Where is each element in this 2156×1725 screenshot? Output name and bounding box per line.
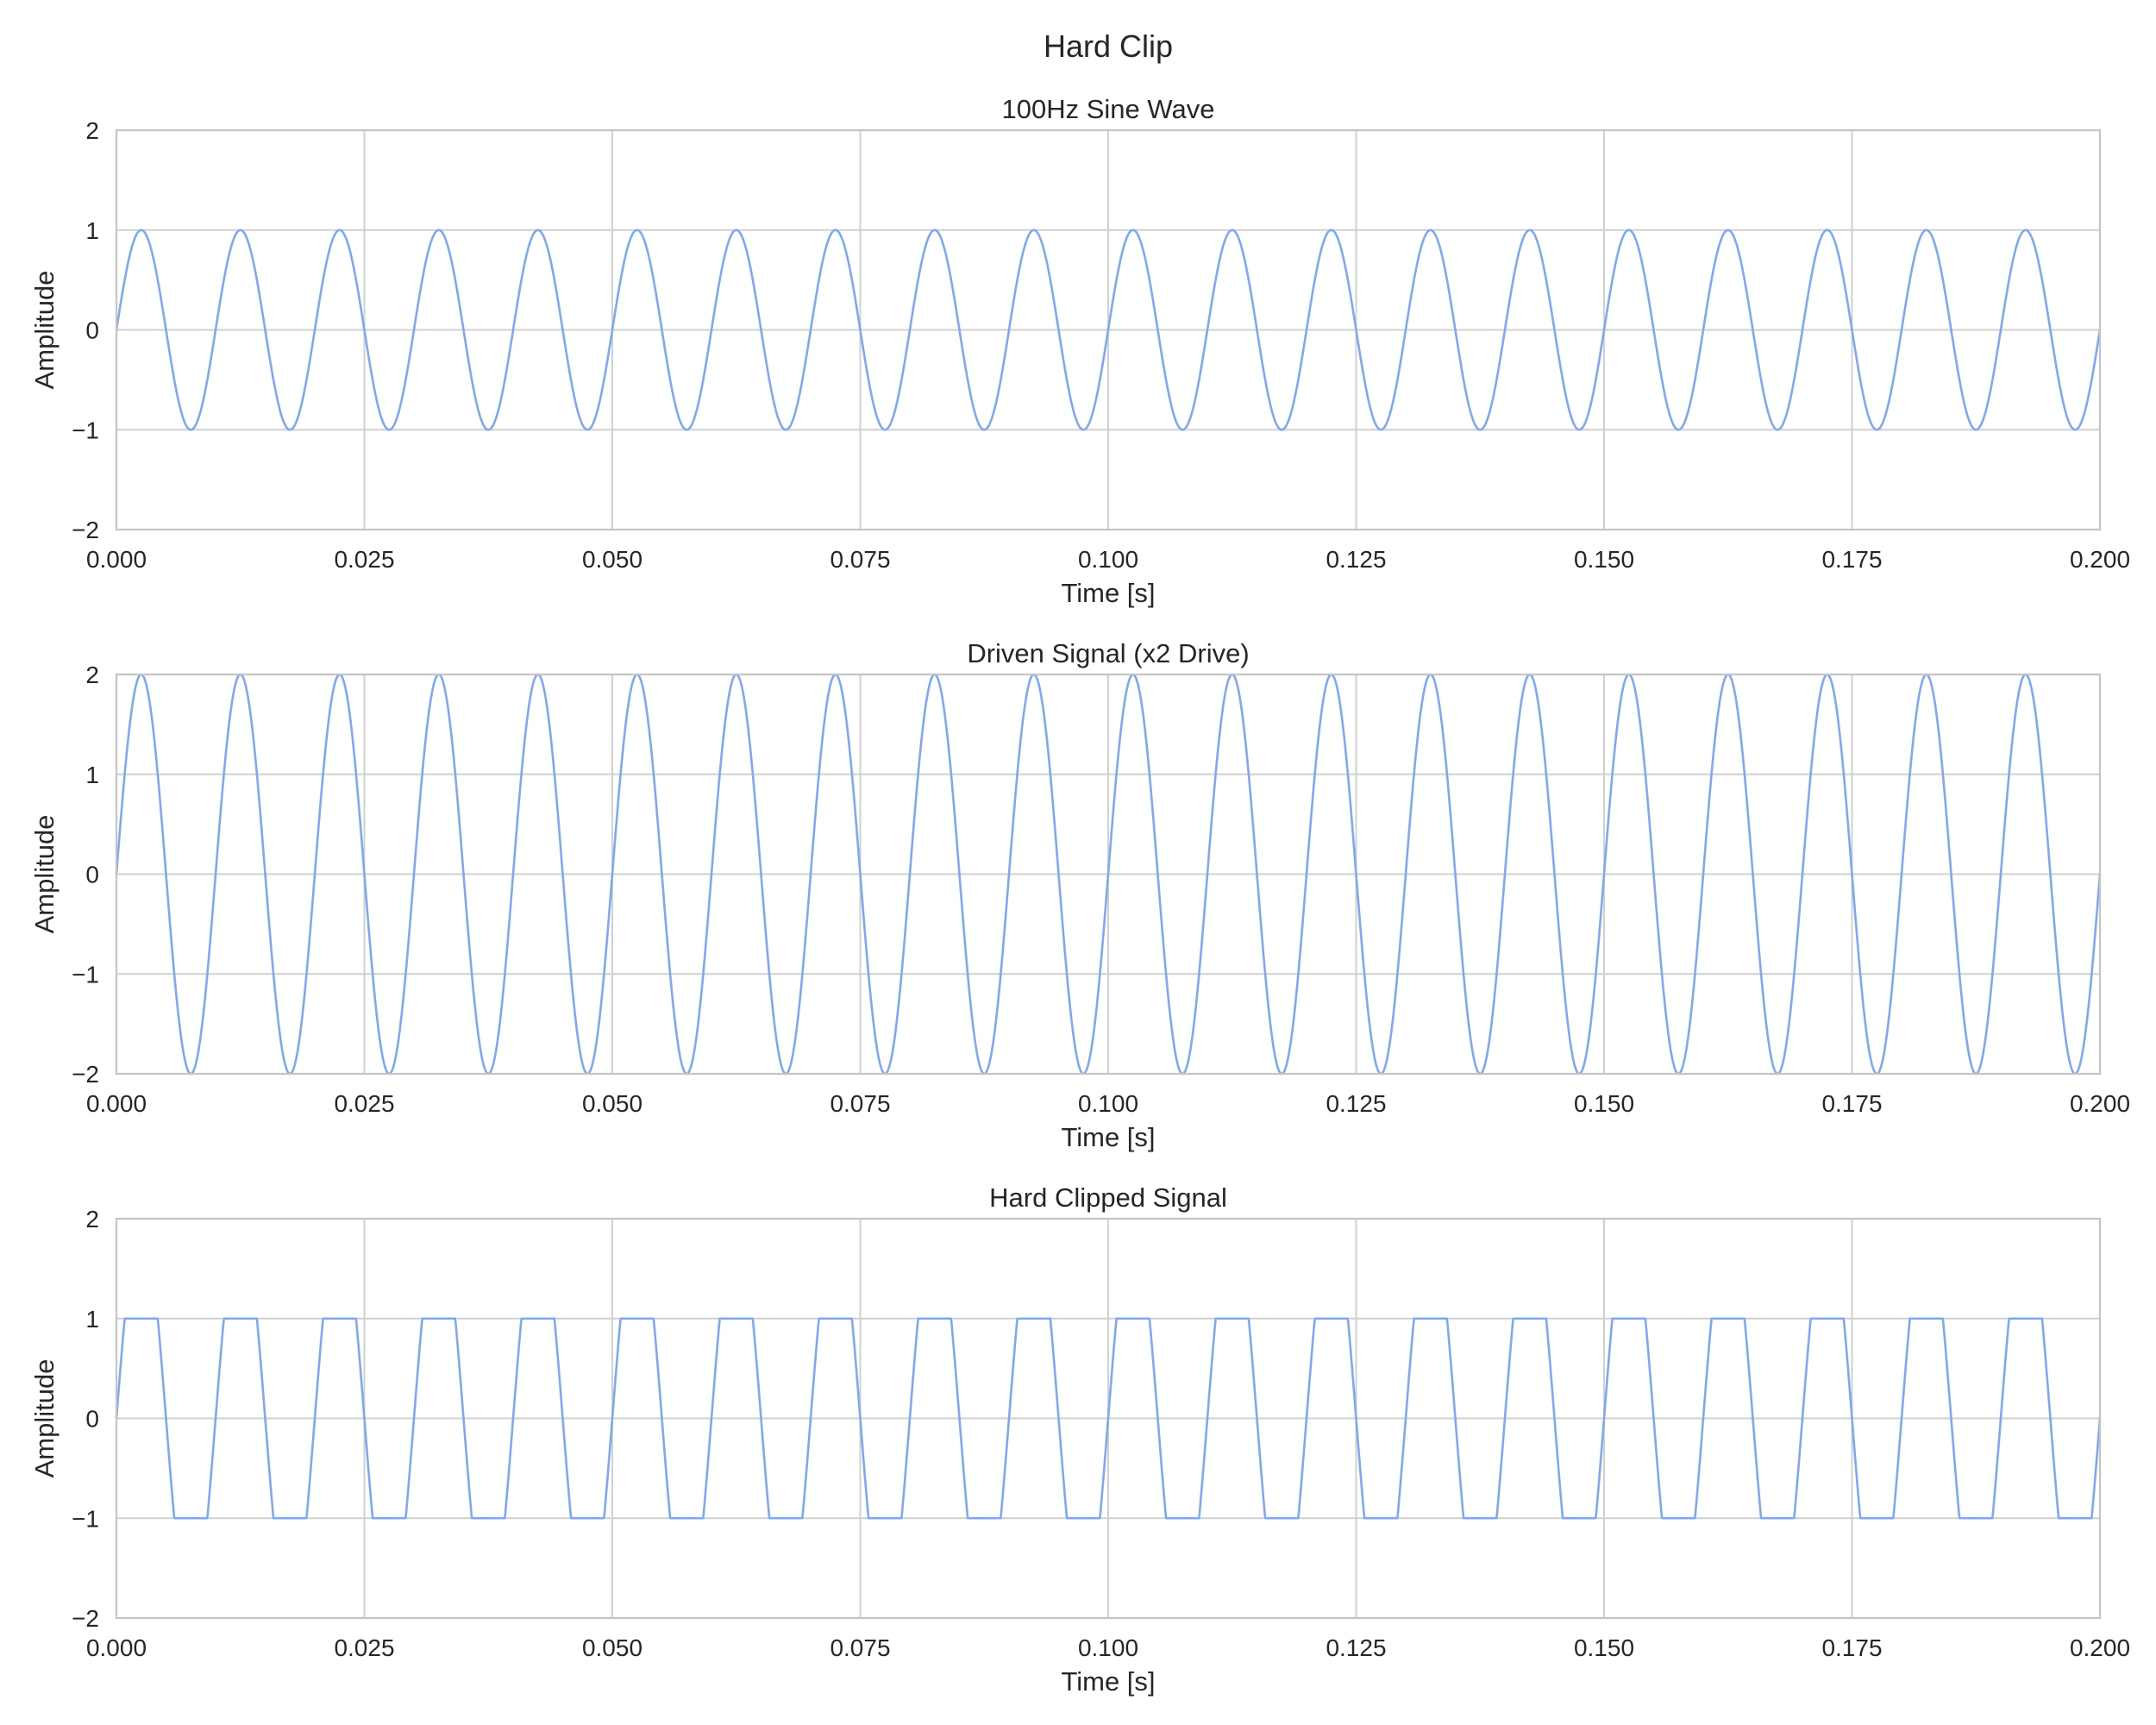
x-tick-label: 0.125 [1326, 1634, 1386, 1661]
x-tick-label: 0.025 [334, 1634, 394, 1661]
y-tick-label: 2 [85, 662, 99, 688]
x-tick-label: 0.200 [2070, 1090, 2130, 1117]
x-tick-label: 0.150 [1574, 1090, 1634, 1117]
x-tick-label: 0.000 [86, 546, 147, 573]
y-tick-label: 2 [85, 117, 99, 144]
y-tick-label: −1 [72, 417, 99, 443]
subplot-title: Driven Signal (x2 Drive) [967, 638, 1249, 668]
x-tick-label: 0.100 [1078, 1634, 1138, 1661]
x-tick-label: 0.175 [1821, 1090, 1882, 1117]
y-tick-label: −1 [72, 961, 99, 988]
y-tick-label: 1 [85, 217, 99, 244]
x-tick-label: 0.175 [1821, 1634, 1882, 1661]
subplot-3: 0.000 0.025 0.050 0.075 0.100 0.125 0.150 0.175… [29, 1182, 2130, 1697]
series-line [115, 1317, 2102, 1520]
y-tick-label: 0 [85, 1406, 99, 1433]
plot-frame [115, 1217, 2102, 1620]
y-tick-label: 1 [85, 762, 99, 788]
x-tick-label: 0.050 [582, 1634, 642, 1661]
x-tick-label: 0.025 [334, 546, 394, 573]
y-axis-label: Amplitude [29, 1359, 60, 1478]
x-tick-label: 0.075 [830, 1090, 890, 1117]
x-tick-label: 0.100 [1078, 546, 1138, 573]
x-axis-label: Time [s] [1061, 578, 1155, 608]
x-tick-label: 0.075 [830, 1634, 890, 1661]
x-tick-label: 0.050 [582, 546, 642, 573]
x-tick-label: 0.175 [1821, 546, 1882, 573]
x-tick-label: 0.150 [1574, 1634, 1634, 1661]
plot-frame [115, 673, 2102, 1076]
plot-frame [115, 129, 2102, 531]
y-tick-label: 0 [85, 317, 99, 344]
y-tick-label: 1 [85, 1306, 99, 1333]
y-tick-label: 0 [85, 862, 99, 888]
y-tick-label: −2 [72, 517, 99, 543]
x-tick-label: 0.000 [86, 1634, 147, 1661]
y-tick-label: 2 [85, 1206, 99, 1233]
subplot-1: 0.000 0.025 0.050 0.075 0.100 0.125 0.150 0.175… [29, 94, 2130, 608]
subplot-panels: 0.000 0.025 0.050 0.075 0.100 0.125 0.150 0.175… [29, 94, 2130, 1697]
subplot-title: 100Hz Sine Wave [1002, 94, 1215, 124]
x-axis-label: Time [s] [1061, 1666, 1155, 1697]
subplot-2: 0.000 0.025 0.050 0.075 0.100 0.125 0.150 0.175… [29, 638, 2130, 1152]
x-tick-label: 0.200 [2070, 1634, 2130, 1661]
y-tick-label: −1 [72, 1505, 99, 1532]
x-tick-label: 0.025 [334, 1090, 394, 1117]
y-axis-label: Amplitude [29, 815, 60, 934]
x-axis-label: Time [s] [1061, 1122, 1155, 1152]
y-tick-label: −2 [72, 1061, 99, 1088]
x-tick-label: 0.075 [830, 546, 890, 573]
x-tick-label: 0.150 [1574, 546, 1634, 573]
x-tick-label: 0.100 [1078, 1090, 1138, 1117]
y-tick-label: −2 [72, 1605, 99, 1632]
y-axis-label: Amplitude [29, 271, 60, 390]
series-line [115, 673, 2102, 1076]
x-tick-label: 0.000 [86, 1090, 147, 1117]
x-tick-label: 0.125 [1326, 546, 1386, 573]
subplot-title: Hard Clipped Signal [989, 1182, 1227, 1213]
x-tick-label: 0.200 [2070, 546, 2130, 573]
figure-title: Hard Clip [1044, 28, 1173, 64]
series-line [115, 229, 2102, 431]
x-tick-label: 0.050 [582, 1090, 642, 1117]
x-tick-label: 0.125 [1326, 1090, 1386, 1117]
